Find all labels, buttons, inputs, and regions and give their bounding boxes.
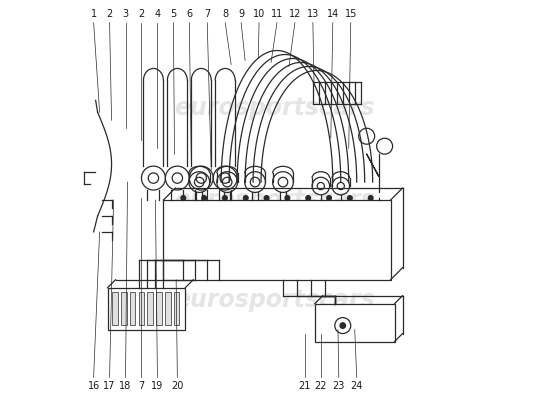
- Bar: [156, 292, 162, 325]
- Text: eurosportscars: eurosportscars: [175, 188, 375, 212]
- Circle shape: [285, 196, 290, 200]
- Text: 18: 18: [119, 381, 131, 391]
- Text: 9: 9: [238, 9, 244, 19]
- Bar: [112, 292, 118, 325]
- Text: 5: 5: [170, 9, 177, 19]
- Bar: [163, 200, 390, 280]
- Bar: [121, 292, 126, 325]
- Text: 7: 7: [204, 9, 210, 19]
- Bar: [147, 292, 153, 325]
- Text: 24: 24: [350, 381, 363, 391]
- Text: 13: 13: [307, 9, 319, 19]
- Text: 21: 21: [299, 381, 311, 391]
- Text: 3: 3: [123, 9, 129, 19]
- Text: 2: 2: [139, 9, 145, 19]
- Text: 10: 10: [253, 9, 265, 19]
- Text: 8: 8: [222, 9, 228, 19]
- Text: eurosportscars: eurosportscars: [175, 288, 375, 312]
- Text: 23: 23: [333, 381, 345, 391]
- Text: 20: 20: [171, 381, 184, 391]
- Bar: [139, 292, 144, 325]
- Circle shape: [327, 196, 332, 200]
- Circle shape: [264, 196, 269, 200]
- Text: 1: 1: [91, 9, 97, 19]
- Text: 2: 2: [107, 9, 113, 19]
- Circle shape: [368, 196, 373, 200]
- Text: 11: 11: [271, 9, 283, 19]
- Bar: [165, 292, 170, 325]
- Text: 15: 15: [344, 9, 357, 19]
- Text: eurosportscars: eurosportscars: [175, 96, 375, 120]
- Text: 7: 7: [139, 381, 145, 391]
- Text: 17: 17: [103, 381, 116, 391]
- Text: 19: 19: [151, 381, 163, 391]
- Text: 12: 12: [289, 9, 301, 19]
- Text: 16: 16: [87, 381, 100, 391]
- Circle shape: [244, 196, 248, 200]
- Text: 22: 22: [315, 381, 327, 391]
- Circle shape: [340, 323, 345, 328]
- Bar: [315, 304, 394, 342]
- Text: 6: 6: [186, 9, 192, 19]
- Circle shape: [202, 196, 207, 200]
- Bar: [130, 292, 135, 325]
- Bar: [108, 288, 185, 330]
- Circle shape: [223, 196, 227, 200]
- Circle shape: [181, 196, 186, 200]
- Text: 14: 14: [327, 9, 339, 19]
- Bar: [174, 292, 179, 325]
- Circle shape: [306, 196, 311, 200]
- Circle shape: [348, 196, 352, 200]
- Text: 4: 4: [155, 9, 161, 19]
